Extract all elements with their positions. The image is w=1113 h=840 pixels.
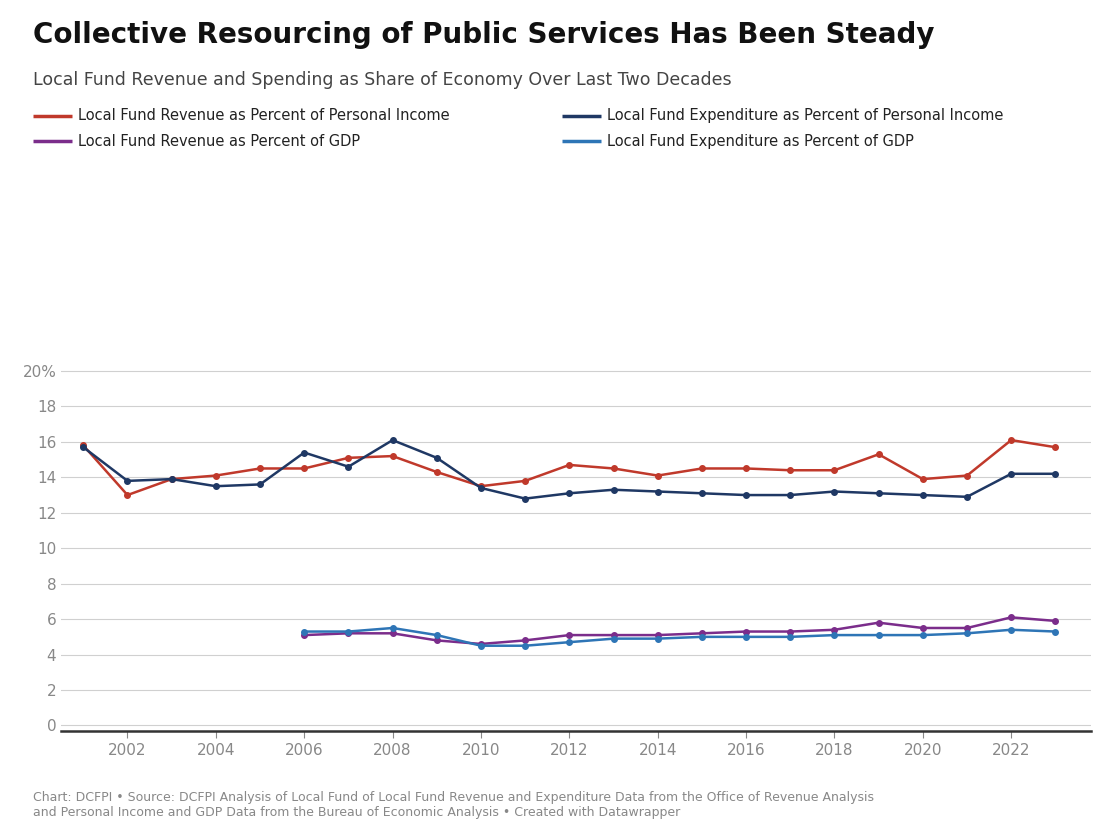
Text: Local Fund Expenditure as Percent of GDP: Local Fund Expenditure as Percent of GDP [607, 134, 914, 149]
Text: Collective Resourcing of Public Services Has Been Steady: Collective Resourcing of Public Services… [33, 21, 935, 49]
Text: Local Fund Revenue as Percent of Personal Income: Local Fund Revenue as Percent of Persona… [78, 108, 450, 123]
Text: Chart: DCFPI • Source: DCFPI Analysis of Local Fund of Local Fund Revenue and Ex: Chart: DCFPI • Source: DCFPI Analysis of… [33, 791, 875, 819]
Text: Local Fund Revenue and Spending as Share of Economy Over Last Two Decades: Local Fund Revenue and Spending as Share… [33, 71, 732, 89]
Text: Local Fund Expenditure as Percent of Personal Income: Local Fund Expenditure as Percent of Per… [607, 108, 1003, 123]
Text: Local Fund Revenue as Percent of GDP: Local Fund Revenue as Percent of GDP [78, 134, 359, 149]
